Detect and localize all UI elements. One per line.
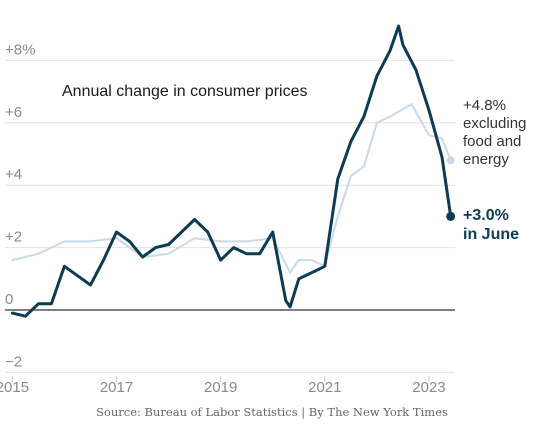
source-note: Source: Bureau of Labor Statistics | By … xyxy=(96,405,448,420)
chart-title: Annual change in consumer prices xyxy=(62,83,307,100)
headline-end-point xyxy=(446,211,456,221)
core-end-label: +4.8% xyxy=(463,97,506,114)
y-tick-label: 0 xyxy=(5,291,13,308)
y-tick-label: −2 xyxy=(5,353,22,370)
core-end-label: food and xyxy=(463,133,521,150)
y-axis-ticks: +8% +6 +4 +2 0 −2 xyxy=(5,41,35,370)
x-tick-label: 2023 xyxy=(412,379,445,396)
y-tick-label: +4 xyxy=(5,166,22,183)
x-tick-label: 2017 xyxy=(100,379,133,396)
core-end-label: excluding xyxy=(463,115,526,132)
headline-end-label: +3.0% xyxy=(463,207,509,224)
x-tick-label: 2021 xyxy=(308,379,341,396)
core-end-point xyxy=(446,156,455,165)
y-tick-label: +6 xyxy=(5,104,22,121)
headline-end-label: in June xyxy=(463,226,519,243)
headline-series-line xyxy=(10,24,453,318)
gridlines xyxy=(5,59,455,373)
series xyxy=(10,24,456,318)
y-tick-label: +8% xyxy=(5,41,35,58)
core-end-label: energy xyxy=(463,151,509,168)
x-tick-label: 2019 xyxy=(204,379,237,396)
y-tick-label: +2 xyxy=(5,229,22,246)
